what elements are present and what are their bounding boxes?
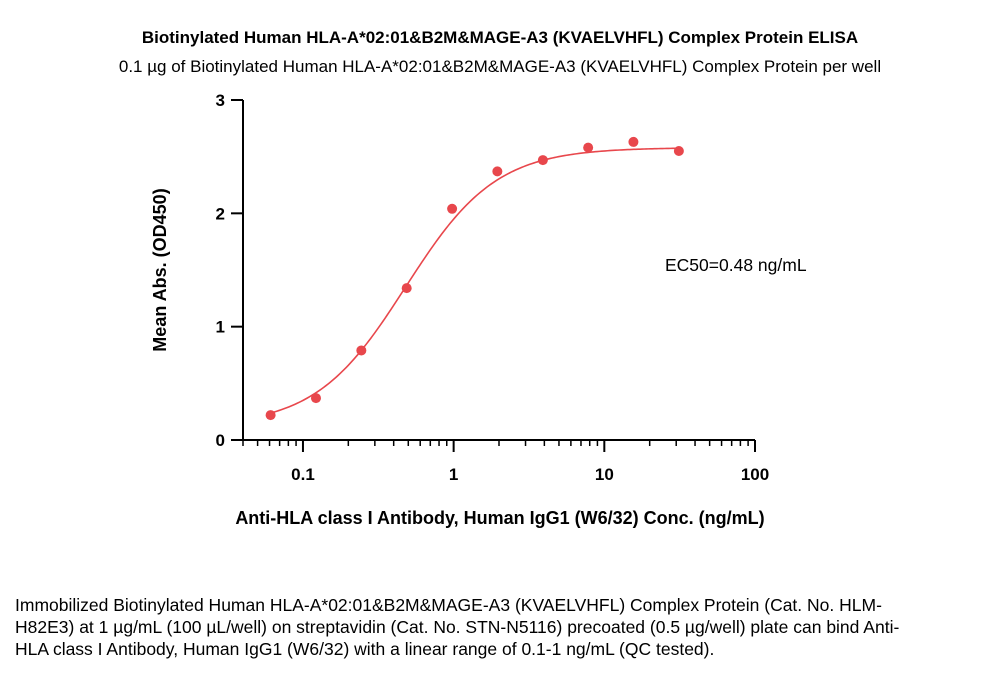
- data-points: [265, 136, 684, 421]
- y-tick-label: 3: [216, 91, 225, 110]
- x-tick-label: 100: [741, 465, 769, 484]
- chart-title: Biotinylated Human HLA-A*02:01&B2M&MAGE-…: [141, 28, 859, 47]
- y-tick-label: 0: [216, 431, 225, 450]
- y-tick-label: 1: [216, 318, 225, 337]
- data-point: [628, 136, 639, 147]
- data-point: [401, 283, 412, 294]
- y-tick-label: 2: [216, 204, 225, 223]
- x-axis-label: Anti-HLA class I Antibody, Human IgG1 (W…: [235, 508, 764, 528]
- data-point: [310, 393, 321, 404]
- figure-caption: Immobilized Biotinylated Human HLA-A*02:…: [15, 595, 900, 659]
- data-point: [447, 203, 458, 214]
- data-point: [583, 142, 594, 153]
- y-ticks: 0 1 2 3: [216, 91, 243, 450]
- chart-area: 0.1 1 10 100 0 1 2 3 Anti-HLA class I Antibody…: [150, 91, 807, 528]
- data-point: [356, 345, 367, 356]
- ec50-annotation: EC50=0.48 ng/mL: [665, 255, 807, 275]
- fit-curve: [270, 147, 679, 414]
- data-point: [265, 410, 276, 421]
- x-tick-label: 10: [595, 465, 614, 484]
- x-ticks: 0.1 1 10 100: [242, 440, 769, 484]
- chart-subtitle: 0.1 µg of Biotinylated Human HLA-A*02:01…: [118, 57, 882, 76]
- x-tick-label: 0.1: [291, 465, 315, 484]
- data-point: [673, 146, 684, 156]
- data-point: [492, 166, 503, 177]
- data-point: [537, 155, 548, 166]
- x-tick-label: 1: [449, 465, 458, 484]
- y-axis-label: Mean Abs. (OD450): [150, 188, 170, 351]
